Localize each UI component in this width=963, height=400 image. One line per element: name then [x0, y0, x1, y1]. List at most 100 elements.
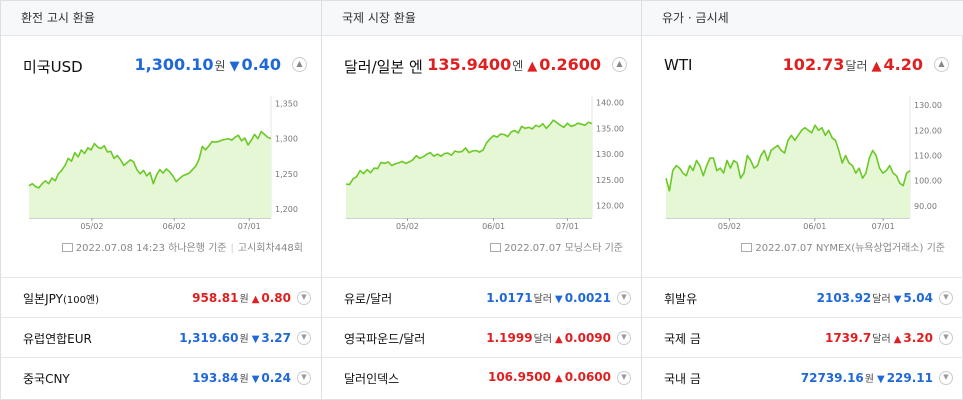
chevron-down-icon[interactable]: ▼: [617, 291, 631, 305]
list-item-change: ▼ 0.24: [252, 371, 291, 385]
list-item-name[interactable]: 유럽연합EUR: [23, 330, 92, 347]
y-tick-label: 90.00: [914, 202, 937, 211]
main-change-value: 0.2600: [539, 55, 601, 74]
chevron-down-icon[interactable]: ▼: [939, 331, 953, 345]
y-tick-label: 130.00: [914, 101, 942, 110]
x-tick-label: 06/01: [803, 222, 826, 231]
list-item-unit: 달러: [872, 334, 891, 345]
list-item-name[interactable]: 휘발유: [664, 290, 697, 307]
list-item-unit: 원: [239, 334, 249, 345]
chevron-down-icon[interactable]: ▼: [939, 371, 953, 385]
chart-source-icon: [61, 243, 73, 252]
y-tick-label: 120.00: [914, 126, 942, 135]
chevron-down-icon[interactable]: ▼: [617, 331, 631, 345]
up-arrow-icon: ▲: [527, 59, 538, 74]
list-item-name[interactable]: 영국파운드/달러: [344, 330, 425, 347]
list-item[interactable]: 중국CNY 193.84원 ▼ 0.24 ▼: [1, 358, 321, 398]
main-quote-name[interactable]: 달러/일본 엔: [344, 58, 423, 76]
panel-oil-gold: 유가 · 금시세 WTI 102.73달러 ▲ 4.20 ▲ 130.00 120.00 110…: [642, 1, 963, 399]
list-item-change: ▼ 229.11: [877, 371, 933, 385]
list-item-quote: 193.84원 ▼ 0.24: [192, 370, 291, 385]
chevron-up-icon[interactable]: ▲: [612, 57, 627, 72]
main-change: ▲ 0.2600: [527, 55, 601, 74]
list-item-name[interactable]: 국내 금: [664, 370, 701, 387]
main-quote-name[interactable]: 미국USD: [23, 58, 83, 76]
list-item-change-value: 0.80: [261, 291, 291, 305]
y-tick-label: 120.00: [596, 202, 624, 211]
list-item-quote: 1.1999달러 ▲ 0.0090: [486, 330, 611, 345]
chevron-up-icon[interactable]: ▲: [934, 57, 949, 72]
main-price: 102.73: [782, 55, 845, 74]
list-item[interactable]: 휘발유 2103.92달러 ▼ 5.04 ▼: [642, 278, 963, 318]
main-change-value: 4.20: [883, 55, 923, 74]
x-tick-label: 07/01: [238, 222, 261, 231]
list-item[interactable]: 달러인덱스 106.9500 ▲ 0.0600 ▼: [322, 358, 641, 398]
list-item-name[interactable]: 중국CNY: [23, 370, 70, 387]
list-item-price: 958.81: [192, 291, 239, 305]
main-change: ▲ 4.20: [872, 55, 923, 74]
list-item-name[interactable]: 유로/달러: [344, 290, 392, 307]
list-item-unit: 달러: [533, 334, 552, 345]
main-price: 135.9400: [427, 55, 512, 74]
main-quote-value: 135.9400엔 ▲ 0.2600: [427, 55, 601, 74]
list-item-price: 2103.92: [816, 291, 872, 305]
list-item-change-value: 0.0021: [564, 291, 611, 305]
up-arrow-icon: ▲: [554, 373, 563, 384]
main-quote-row: 달러/일본 엔 135.9400엔 ▲ 0.2600 ▲: [344, 53, 627, 79]
y-tick-label: 1,300: [275, 135, 298, 144]
list-item-label: 일본JPY: [23, 292, 63, 306]
chevron-down-icon[interactable]: ▼: [939, 291, 953, 305]
up-arrow-icon: ▲: [871, 59, 882, 74]
main-quote-row: 미국USD 1,300.10원 ▼ 0.40 ▲: [23, 53, 307, 79]
list-item[interactable]: 영국파운드/달러 1.1999달러 ▲ 0.0090 ▼: [322, 318, 641, 358]
down-arrow-icon: ▼: [251, 334, 260, 345]
list-item-change: ▲ 0.0090: [555, 331, 611, 345]
list-item[interactable]: 유럽연합EUR 1,319.60원 ▼ 3.27 ▼: [1, 318, 321, 358]
list-item-price: 1.1999: [486, 331, 533, 345]
x-tick-label: 05/02: [80, 222, 103, 231]
list-item-change: ▲ 0.80: [252, 291, 291, 305]
list-item-name[interactable]: 일본JPY(100엔): [23, 290, 99, 307]
trend-chart: 140.00 135.00 130.00 125.00 120.00 05/02 06/01…: [345, 96, 624, 231]
chart-area: [666, 125, 910, 218]
list-item-unit: 달러: [533, 294, 552, 305]
list-item-change-value: 5.04: [903, 291, 933, 305]
main-quote-name[interactable]: WTI: [664, 56, 693, 74]
list-item[interactable]: 국내 금 72739.16원 ▼ 229.11 ▼: [642, 358, 963, 398]
list-item-label: 국제 금: [664, 332, 701, 346]
list-item-quote: 1.0171달러 ▼ 0.0021: [486, 290, 611, 305]
main-quote-value: 102.73달러 ▲ 4.20: [783, 55, 923, 74]
list-item-change: ▼ 5.04: [894, 291, 933, 305]
chevron-down-icon[interactable]: ▼: [297, 371, 311, 385]
list-item-quote: 1739.7달러 ▲ 3.20: [825, 330, 933, 345]
main-quote: 미국USD 1,300.10원 ▼ 0.40 ▲ 1,350 1,300 1,250 1,200…: [1, 36, 321, 278]
y-tick-label: 135.00: [596, 124, 624, 133]
chevron-down-icon[interactable]: ▼: [297, 291, 311, 305]
chart-area: [346, 120, 592, 218]
chevron-down-icon[interactable]: ▼: [617, 371, 631, 385]
chevron-up-icon[interactable]: ▲: [292, 57, 307, 72]
up-arrow-icon: ▲: [554, 334, 563, 345]
main-quote-value: 1,300.10원 ▼ 0.40: [135, 55, 281, 74]
panel-header: 국제 시장 환율: [322, 1, 641, 36]
main-price: 1,300.10: [134, 55, 214, 74]
footnote-text: 2022.07.07 NYMEX(뉴욕상업거래소) 기준: [755, 243, 945, 254]
main-change-value: 0.40: [241, 55, 281, 74]
list-item-change: ▼ 0.0021: [555, 291, 611, 305]
list-item-change: ▲ 3.20: [894, 331, 933, 345]
list-item-change-value: 0.0090: [564, 331, 611, 345]
list-item[interactable]: 일본JPY(100엔) 958.81원 ▲ 0.80 ▼: [1, 278, 321, 318]
list-item-price: 106.9500: [487, 370, 551, 384]
list-item[interactable]: 유로/달러 1.0171달러 ▼ 0.0021 ▼: [322, 278, 641, 318]
list-item-quote: 106.9500 ▲ 0.0600: [488, 370, 611, 384]
list-item-name[interactable]: 달러인덱스: [344, 370, 399, 387]
main-unit: 엔: [512, 59, 524, 73]
chart-footnote: 2022.07.08 14:23 하나은행 기준 | 고시회차448회: [61, 239, 303, 254]
list-item-name[interactable]: 국제 금: [664, 330, 701, 347]
list-item[interactable]: 국제 금 1739.7달러 ▲ 3.20 ▼: [642, 318, 963, 358]
list-item-change: ▲ 0.0600: [555, 370, 611, 384]
list-item-change: ▼ 3.27: [252, 331, 291, 345]
chevron-down-icon[interactable]: ▼: [297, 331, 311, 345]
up-arrow-icon: ▲: [893, 334, 902, 345]
list-item-price: 1.0171: [486, 291, 533, 305]
